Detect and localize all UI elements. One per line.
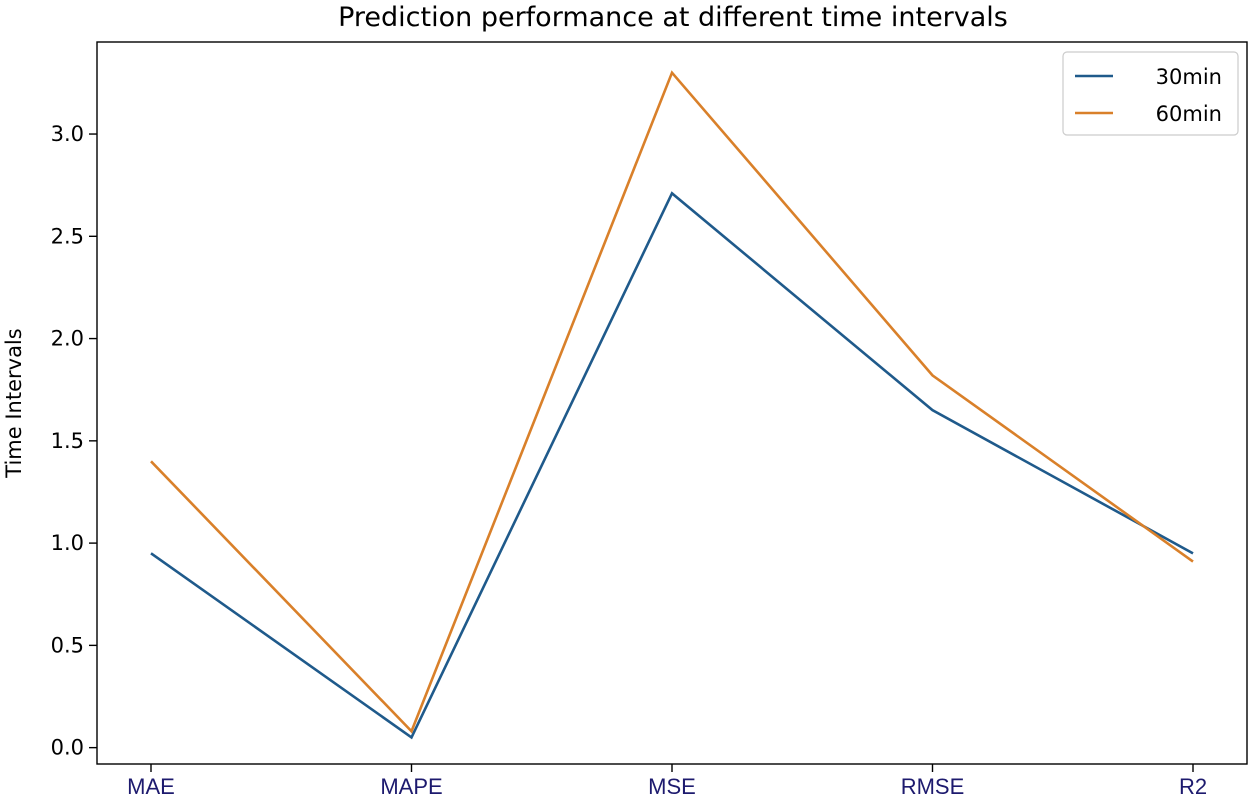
x-tick-label: MAE — [127, 774, 175, 797]
y-tick-label: 2.0 — [51, 327, 84, 351]
y-tick-label: 3.0 — [51, 122, 84, 146]
legend-label-30min: 30min — [1156, 65, 1222, 89]
plot-area-frame — [96, 41, 1248, 765]
legend-box — [1062, 51, 1239, 136]
y-tick-label: 0.0 — [51, 736, 84, 760]
x-tick-label: MAPE — [380, 774, 442, 797]
legend-label-60min: 60min — [1156, 102, 1222, 126]
y-axis-ticks: 0.0 0.5 1.0 1.5 2.0 2.5 3.0 — [51, 122, 97, 760]
legend: 30min 60min — [1062, 51, 1239, 136]
y-tick-label: 1.0 — [51, 531, 84, 555]
x-tick-label: MSE — [648, 774, 696, 797]
series-line-30min — [150, 191, 1194, 740]
y-axis-label: Time Intervals — [2, 328, 26, 478]
y-tick-label: 2.5 — [51, 224, 84, 248]
x-axis-ticks: MAE MAPE MSE RMSE R2 — [127, 764, 1207, 799]
y-tick-label: 1.5 — [51, 429, 84, 453]
series-line-60min — [150, 70, 1194, 734]
series-lines — [150, 70, 1194, 740]
x-tick-label: R2 — [1179, 774, 1207, 797]
chart-title: Prediction performance at different time… — [338, 2, 1008, 33]
y-tick-label: 0.5 — [51, 633, 84, 657]
x-tick-label: RMSE — [901, 774, 965, 797]
